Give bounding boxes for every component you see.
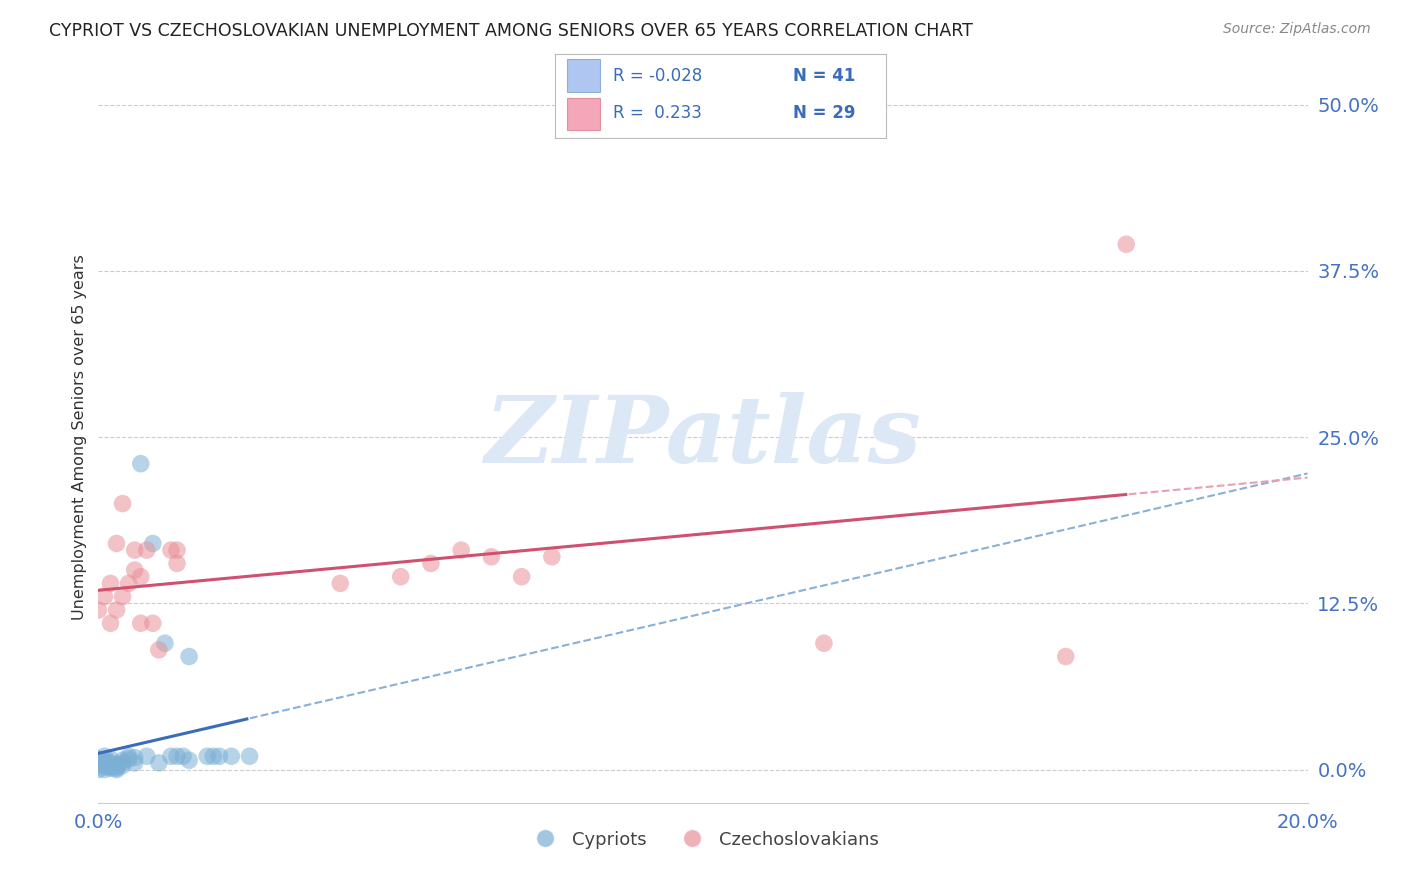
Point	[166, 749, 188, 764]
Point	[111, 756, 134, 770]
Point	[93, 590, 115, 604]
Legend: Cypriots, Czechoslovakians: Cypriots, Czechoslovakians	[520, 823, 886, 856]
Point	[510, 570, 533, 584]
Point	[1115, 237, 1137, 252]
Point	[87, 752, 110, 766]
Point	[93, 760, 115, 774]
Point	[100, 616, 122, 631]
Point	[179, 649, 201, 664]
Point	[160, 749, 183, 764]
Point	[87, 757, 110, 772]
Point	[142, 536, 165, 550]
Point	[135, 749, 157, 764]
Point	[111, 497, 134, 511]
Point	[100, 576, 122, 591]
Point	[93, 756, 115, 770]
Point	[540, 549, 562, 564]
Point	[221, 749, 243, 764]
Point	[166, 543, 188, 558]
Point	[93, 749, 115, 764]
Point	[142, 616, 165, 631]
Point	[153, 636, 176, 650]
Point	[93, 763, 115, 777]
Point	[160, 543, 183, 558]
Point	[166, 557, 188, 571]
Point	[118, 749, 141, 764]
Point	[105, 761, 128, 775]
Point	[389, 570, 412, 584]
Text: R = -0.028: R = -0.028	[613, 67, 703, 85]
Point	[135, 543, 157, 558]
Point	[239, 749, 262, 764]
Point	[148, 643, 170, 657]
Point	[129, 570, 152, 584]
Point	[111, 590, 134, 604]
Point	[129, 457, 152, 471]
Point	[420, 557, 443, 571]
Point	[1054, 649, 1077, 664]
Point	[87, 763, 110, 777]
Text: ZIPatlas: ZIPatlas	[485, 392, 921, 482]
Point	[148, 756, 170, 770]
Point	[450, 543, 472, 558]
Point	[813, 636, 835, 650]
Point	[100, 758, 122, 772]
Point	[481, 549, 503, 564]
Point	[118, 752, 141, 766]
Point	[329, 576, 352, 591]
Text: CYPRIOT VS CZECHOSLOVAKIAN UNEMPLOYMENT AMONG SENIORS OVER 65 YEARS CORRELATION : CYPRIOT VS CZECHOSLOVAKIAN UNEMPLOYMENT …	[49, 22, 973, 40]
Point	[100, 761, 122, 775]
Point	[124, 750, 146, 764]
Point	[100, 756, 122, 770]
Point	[124, 756, 146, 770]
FancyBboxPatch shape	[567, 97, 600, 130]
Point	[105, 758, 128, 772]
Text: N = 41: N = 41	[793, 67, 856, 85]
Point	[124, 543, 146, 558]
Point	[195, 749, 218, 764]
Point	[208, 749, 231, 764]
Point	[93, 758, 115, 772]
Text: N = 29: N = 29	[793, 103, 856, 122]
FancyBboxPatch shape	[567, 60, 600, 92]
Point	[105, 760, 128, 774]
Point	[93, 753, 115, 767]
Point	[202, 749, 225, 764]
Point	[105, 603, 128, 617]
Point	[111, 753, 134, 767]
Point	[100, 752, 122, 766]
Point	[111, 758, 134, 772]
Point	[179, 753, 201, 767]
Point	[129, 616, 152, 631]
Y-axis label: Unemployment Among Seniors over 65 years: Unemployment Among Seniors over 65 years	[72, 254, 87, 620]
Point	[100, 760, 122, 774]
Point	[118, 576, 141, 591]
Point	[124, 563, 146, 577]
Point	[172, 749, 194, 764]
Text: R =  0.233: R = 0.233	[613, 103, 702, 122]
Point	[105, 536, 128, 550]
Point	[105, 757, 128, 772]
Text: Source: ZipAtlas.com: Source: ZipAtlas.com	[1223, 22, 1371, 37]
Point	[105, 763, 128, 777]
Point	[87, 603, 110, 617]
